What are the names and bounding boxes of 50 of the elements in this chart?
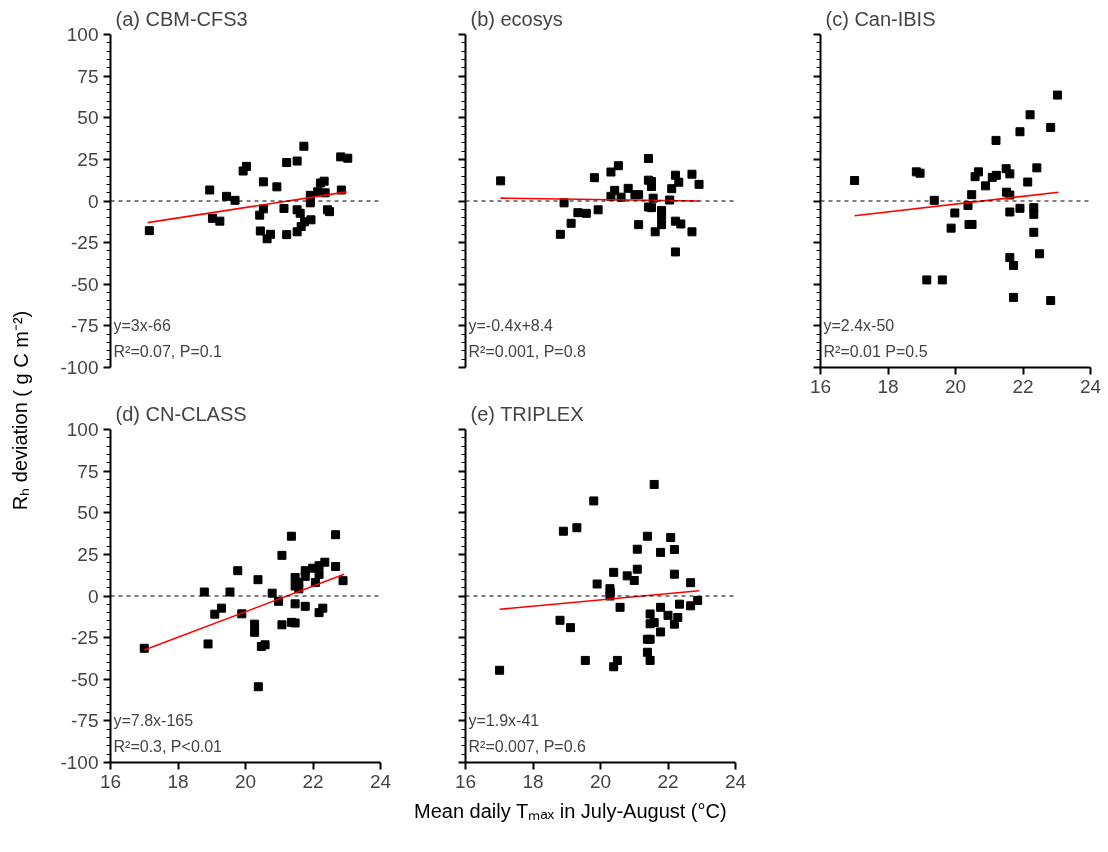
y-tick-label: -75	[71, 315, 99, 337]
y-tick-label: 75	[77, 460, 99, 482]
y-tick-label: 0	[87, 190, 99, 212]
y-tick-label: -75	[71, 710, 99, 732]
y-axis-title: Rₕ deviation ( g C m⁻²)	[9, 310, 32, 511]
y-tick-label: -100	[60, 752, 99, 773]
annotation: y=3x-66	[113, 316, 171, 334]
y-tick-label: 75	[77, 65, 99, 87]
x-tick-label: 18	[167, 770, 189, 792]
y-tick-label: 50	[77, 502, 99, 524]
x-tick-label: 20	[234, 770, 257, 792]
annotation: R²=0.01 P=0.5	[823, 342, 928, 360]
y-tick-label: -25	[71, 627, 99, 649]
annotation: y=7.8x-165	[113, 711, 194, 729]
x-tick-label: 16	[809, 375, 832, 397]
chart-title: (c) Can-IBIS	[825, 7, 936, 30]
annotation: y=-0.4x+8.4	[468, 316, 554, 334]
x-tick-label: 16	[454, 770, 477, 792]
chart-title: (b) ecosys	[470, 7, 563, 30]
x-tick-label: 18	[522, 770, 544, 792]
x-tick-label: 24	[724, 770, 747, 792]
y-tick-label: -50	[71, 273, 99, 295]
y-tick-label: 50	[77, 107, 99, 129]
y-tick-label: -100	[60, 357, 99, 378]
annotation: y=1.9x-41	[468, 711, 540, 729]
y-tick-label: -50	[71, 668, 99, 690]
x-axis-title: Mean daily Tₘₐₓ in July-August (°C)	[414, 799, 727, 822]
annotation: R²=0.007, P=0.6	[468, 737, 587, 755]
y-tick-label: 25	[77, 148, 99, 170]
annotation: R²=0.001, P=0.8	[468, 342, 587, 360]
annotation: R²=0.07, P=0.1	[113, 342, 223, 360]
x-tick-label: 16	[99, 770, 122, 792]
y-tick-label: 0	[87, 585, 99, 607]
annotation: y=2.4x-50	[823, 316, 895, 334]
x-tick-label: 24	[369, 770, 392, 792]
x-tick-label: 22	[302, 770, 324, 792]
x-tick-label: 18	[877, 375, 899, 397]
x-tick-label: 20	[589, 770, 612, 792]
x-tick-label: 24	[1079, 375, 1102, 397]
y-tick-label: 25	[77, 543, 99, 565]
x-tick-label: 22	[657, 770, 679, 792]
x-tick-label: 20	[944, 375, 967, 397]
y-tick-label: 100	[66, 24, 99, 45]
chart-title: (d) CN-CLASS	[115, 402, 247, 425]
x-tick-label: 22	[1012, 375, 1034, 397]
chart-title: (a) CBM-CFS3	[115, 7, 248, 30]
annotation: R²=0.3, P<0.01	[113, 737, 223, 755]
y-tick-label: 100	[66, 419, 99, 440]
chart-title: (e) TRIPLEX	[470, 402, 584, 425]
y-tick-label: -25	[71, 232, 99, 254]
